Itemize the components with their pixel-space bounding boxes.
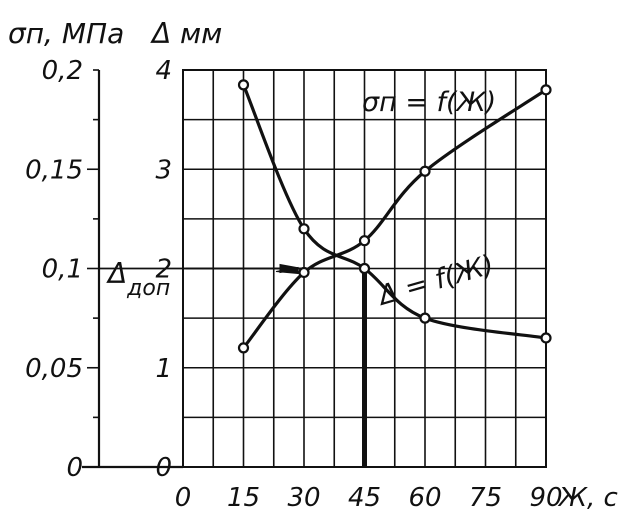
- sigma-curve-label: σп = f(Ж): [362, 87, 496, 118]
- sigma-tick-label: 0,2: [42, 56, 83, 86]
- delta-tick-label: 4: [155, 56, 172, 86]
- delta-data-point: [237, 79, 250, 91]
- x-tick-label: 60: [408, 483, 441, 513]
- sigma-data-point: [419, 165, 431, 177]
- x-tick-label: 15: [227, 483, 260, 513]
- delta-data-point: [419, 312, 431, 324]
- delta-tick-label: 0: [155, 453, 172, 483]
- delta-data-point: [358, 262, 371, 275]
- delta-curve-label: Δ = f(Ж): [373, 249, 497, 312]
- sigma-tick-label: 0,05: [25, 354, 83, 384]
- sigma-tick-label: 0,15: [25, 155, 83, 185]
- delta-allowed-label: Δдоп: [106, 257, 170, 301]
- annotations: [99, 263, 367, 467]
- x-tick-label: 90: [529, 483, 562, 513]
- sigma-axis-title: σп, МПа: [8, 17, 124, 50]
- sigma-data-point: [540, 84, 552, 96]
- x-tick-label: 75: [469, 483, 502, 513]
- delta-tick-label: 2: [155, 255, 172, 285]
- x-tick-label: 45: [348, 483, 381, 513]
- sigma-tick-label: 0,1: [42, 255, 83, 285]
- series: [237, 79, 552, 354]
- delta-allowed-subscript: доп: [126, 276, 170, 301]
- delta-data-point: [298, 223, 310, 235]
- delta-data-point: [540, 332, 552, 344]
- sigma-data-point: [358, 235, 371, 247]
- sigma-data-point: [237, 342, 250, 354]
- delta-tick-label: 3: [155, 155, 172, 185]
- delta-arrow-head: [279, 263, 303, 274]
- sigma-series-line: [241, 88, 548, 350]
- sigma-tick-label: 0: [66, 453, 83, 483]
- delta-tick-label: 1: [155, 354, 172, 384]
- x-axis-title: Ж, с: [557, 483, 618, 513]
- x-tick-label: 0: [175, 483, 192, 513]
- sigma-data-point: [298, 266, 310, 279]
- x-tick-label: 30: [287, 483, 320, 513]
- delta-axis-title: Δ мм: [150, 17, 222, 50]
- delta-allowed-symbol: Δ: [106, 257, 127, 290]
